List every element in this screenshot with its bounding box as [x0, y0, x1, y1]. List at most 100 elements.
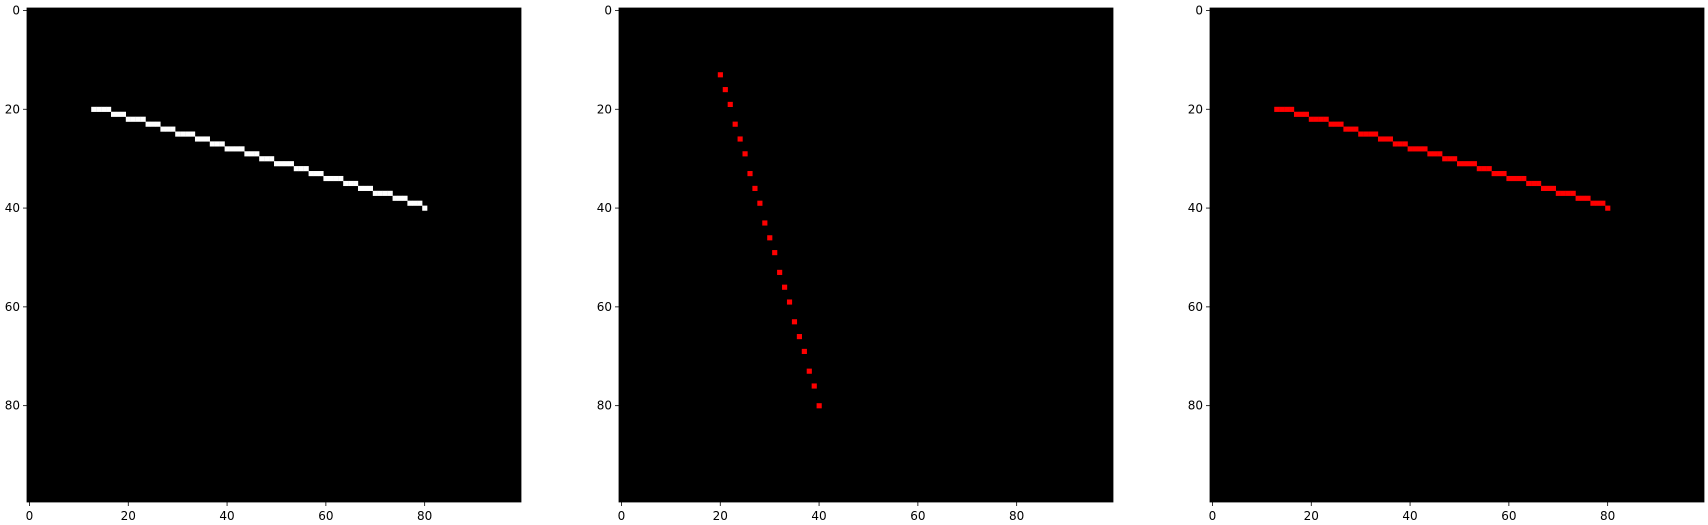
pixel: [1402, 141, 1408, 147]
pixel: [1496, 171, 1502, 177]
pixel: [1521, 175, 1527, 182]
y-tick-label: 60: [1188, 300, 1203, 314]
y-tick-label: 0: [1195, 3, 1203, 17]
pixel: [1274, 106, 1280, 112]
pixel: [1284, 106, 1290, 112]
pixel: [1353, 126, 1359, 132]
pixel: [1417, 146, 1423, 152]
pixel: [1318, 116, 1324, 122]
pixel: [1545, 185, 1552, 191]
pixel: [1397, 141, 1403, 147]
pixel: [1555, 190, 1561, 196]
pixel: [1595, 200, 1601, 206]
pixel: [303, 166, 309, 172]
pixel: [412, 200, 418, 206]
pixel: [382, 190, 388, 196]
pixel: [1289, 106, 1295, 112]
pixel: [1363, 131, 1369, 137]
pixel: [1471, 161, 1477, 167]
pixel: [1605, 205, 1611, 211]
pixel: [170, 126, 176, 132]
pixel: [160, 126, 166, 132]
pixel: [194, 136, 201, 142]
pixel: [737, 136, 743, 142]
x-tick-label: 0: [618, 509, 626, 523]
pixel: [1412, 146, 1418, 152]
axes-frame: [1209, 7, 1705, 503]
axes-frame: [618, 7, 1114, 503]
pixel: [377, 190, 383, 196]
pixel: [806, 368, 812, 374]
pixel: [417, 200, 423, 206]
pixel: [732, 121, 738, 127]
pixel: [1387, 136, 1393, 142]
pixel: [140, 116, 146, 122]
pixel: [392, 195, 398, 201]
pixel: [1600, 200, 1606, 206]
pixel: [1313, 116, 1319, 122]
pixel: [353, 180, 359, 187]
pixel: [1580, 195, 1586, 201]
axes-frame: [26, 7, 522, 503]
pixel: [288, 161, 294, 167]
pixel: [343, 180, 349, 187]
pixel: [1437, 151, 1443, 157]
y-tick-label: 0: [12, 3, 20, 17]
x-tick-label: 60: [318, 509, 333, 523]
x-tick-label: 80: [1600, 509, 1615, 523]
pixel: [1338, 121, 1344, 127]
pixel: [229, 146, 235, 152]
pixel: [348, 180, 354, 187]
pixel: [1343, 126, 1349, 132]
pixel: [1392, 141, 1398, 147]
pixel: [777, 269, 783, 275]
pixel: [407, 200, 413, 206]
pixel: [1585, 195, 1591, 201]
x-tick-label: 40: [1402, 509, 1417, 523]
y-tick-label: 20: [5, 102, 20, 116]
pixel: [1506, 175, 1512, 182]
pixel: [1491, 171, 1497, 177]
pixel: [264, 156, 270, 162]
x-tick-label: 20: [1304, 509, 1319, 523]
pixel: [422, 205, 428, 211]
x-tick-label: 0: [1209, 509, 1217, 523]
pixel: [1550, 185, 1556, 191]
pixel: [367, 185, 373, 191]
pixel: [333, 175, 339, 182]
pixel: [402, 195, 408, 201]
pixel: [811, 383, 817, 389]
pixel: [1447, 156, 1453, 162]
y-tick-label: 80: [1188, 399, 1203, 413]
pixel: [125, 116, 131, 122]
pixel: [1540, 185, 1547, 191]
pixel: [1308, 116, 1314, 122]
pixel: [1427, 151, 1433, 157]
pixel: [1373, 131, 1379, 137]
pixel: [278, 161, 285, 167]
pixel: [91, 106, 97, 112]
pixel: [1590, 200, 1596, 206]
pixel: [254, 151, 260, 157]
pixel: [150, 121, 156, 127]
pixel: [357, 185, 364, 191]
y-tick-label: 40: [5, 201, 20, 215]
pixel: [801, 348, 807, 354]
pixel: [249, 151, 255, 157]
pixel: [1565, 190, 1571, 196]
x-tick-label: 60: [910, 509, 925, 523]
pixel: [772, 250, 778, 256]
pixel: [796, 334, 802, 340]
x-tick-label: 20: [713, 509, 728, 523]
pixel: [185, 131, 191, 137]
y-tick-label: 80: [597, 399, 612, 413]
pixel: [786, 299, 793, 305]
pixel: [791, 319, 798, 325]
pixel: [155, 121, 161, 127]
pixel: [742, 151, 748, 157]
pixel: [318, 171, 324, 177]
pixel: [219, 141, 225, 147]
pixel: [1422, 146, 1428, 152]
pixel: [283, 161, 290, 167]
pixel: [1279, 106, 1285, 112]
